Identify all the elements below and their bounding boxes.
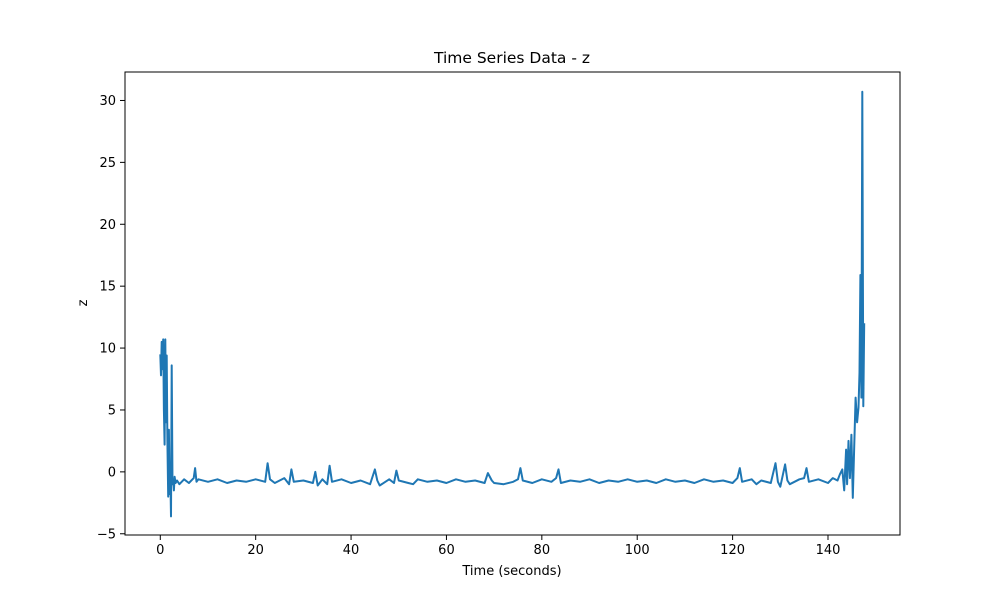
- y-tick-label: 15: [99, 280, 116, 295]
- x-tick-label: 40: [343, 543, 360, 558]
- x-tick-label: 80: [534, 543, 551, 558]
- x-tick-label: 100: [625, 543, 650, 558]
- x-tick-label: 120: [720, 543, 745, 558]
- y-tick-label: 10: [99, 342, 116, 357]
- chart-title: Time Series Data - z: [433, 49, 590, 67]
- x-axis-ticks: 0 20 40 60 80 100 120 140: [156, 535, 840, 558]
- series-line-z: [159, 90, 866, 518]
- x-tick-label: 60: [438, 543, 455, 558]
- y-tick-label: 0: [108, 465, 116, 480]
- y-axis-ticks: −5 0 5 10 15 20 25 30: [97, 94, 125, 542]
- x-tick-label: 140: [816, 543, 841, 558]
- axes-frame: [124, 71, 901, 536]
- x-tick-label: 20: [247, 543, 264, 558]
- y-axis-label: z: [76, 299, 91, 306]
- y-tick-label: 20: [99, 218, 116, 233]
- x-axis-label: Time (seconds): [461, 564, 561, 579]
- y-tick-label: 30: [99, 94, 116, 109]
- plot-area: [124, 71, 901, 536]
- y-tick-label: 25: [99, 156, 116, 171]
- y-tick-label: 5: [108, 403, 116, 418]
- y-tick-label: −5: [97, 527, 116, 542]
- x-tick-label: 0: [156, 543, 164, 558]
